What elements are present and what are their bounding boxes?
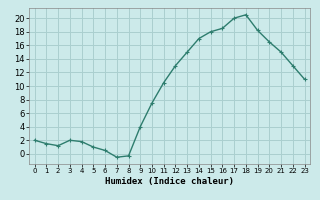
X-axis label: Humidex (Indice chaleur): Humidex (Indice chaleur) [105, 177, 234, 186]
